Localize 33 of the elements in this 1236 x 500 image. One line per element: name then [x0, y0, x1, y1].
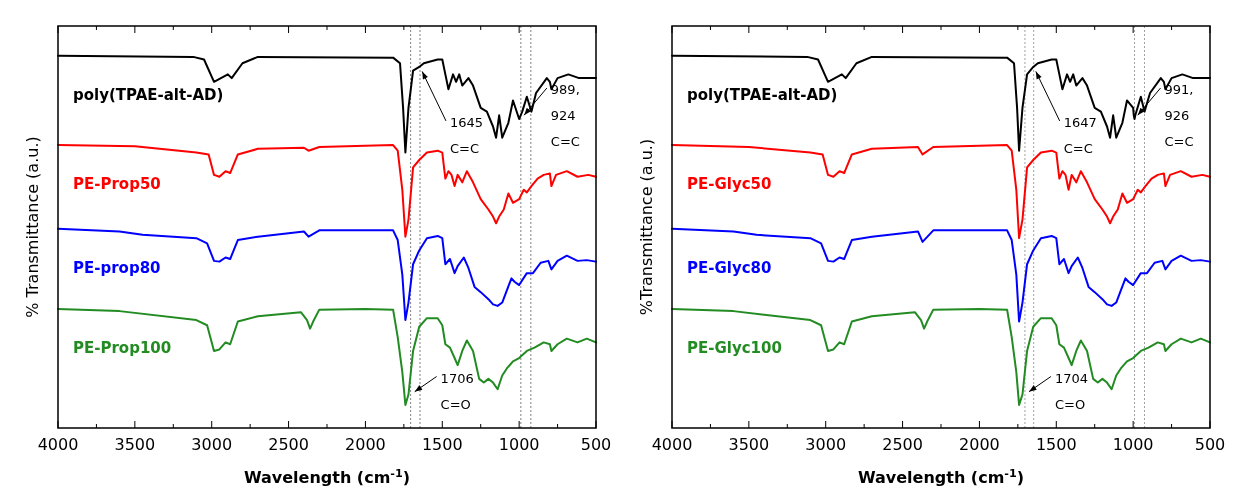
- x-tick-label: 3500: [728, 435, 770, 454]
- x-tick-label: 500: [1194, 435, 1226, 454]
- series-label: PE-Glyc100: [687, 338, 782, 357]
- series-label: PE-prop80: [73, 258, 161, 277]
- series-label: PE-Prop50: [73, 175, 161, 194]
- x-tick-label: 1000: [498, 435, 540, 454]
- series-label: poly(TPAE-alt-AD): [73, 85, 224, 104]
- x-tick-label: 2500: [268, 435, 309, 454]
- annotation: 1645 C=C: [450, 114, 484, 156]
- annotation: 1647 C=C: [1063, 114, 1097, 156]
- y-axis-title: % Transmittance (a.u.): [23, 136, 42, 318]
- x-tick-label: 2500: [882, 435, 923, 454]
- x-tick-label: 2000: [959, 435, 1000, 454]
- x-tick-label: 3000: [191, 435, 233, 454]
- series-label: PE-Glyc50: [687, 175, 772, 194]
- x-tick-label: 2000: [345, 435, 386, 454]
- annotation: 1704 C=O: [1054, 370, 1089, 412]
- series-label: PE-Prop100: [73, 338, 172, 357]
- x-tick-label: 1500: [1035, 435, 1077, 454]
- x-tick-label: 3000: [805, 435, 847, 454]
- x-tick-label: 1000: [1112, 435, 1154, 454]
- x-axis-title: Wavelength (cm$^{-1}$): [857, 466, 1025, 487]
- x-tick-label: 4000: [651, 435, 693, 454]
- x-tick-label: 1500: [421, 435, 463, 454]
- series-label: poly(TPAE-alt-AD): [687, 85, 838, 104]
- series-label: PE-Glyc80: [687, 258, 772, 277]
- x-tick-label: 4000: [37, 435, 79, 454]
- y-axis-title: %Transmittance (a.u.): [637, 138, 656, 316]
- x-tick-label: 500: [580, 435, 612, 454]
- annotation: 1706 C=O: [440, 370, 474, 412]
- annotation: 989, 924 C=C: [550, 82, 580, 150]
- x-axis-title: Wavelength (cm$^{-1}$): [243, 466, 411, 487]
- x-tick-label: 3500: [114, 435, 156, 454]
